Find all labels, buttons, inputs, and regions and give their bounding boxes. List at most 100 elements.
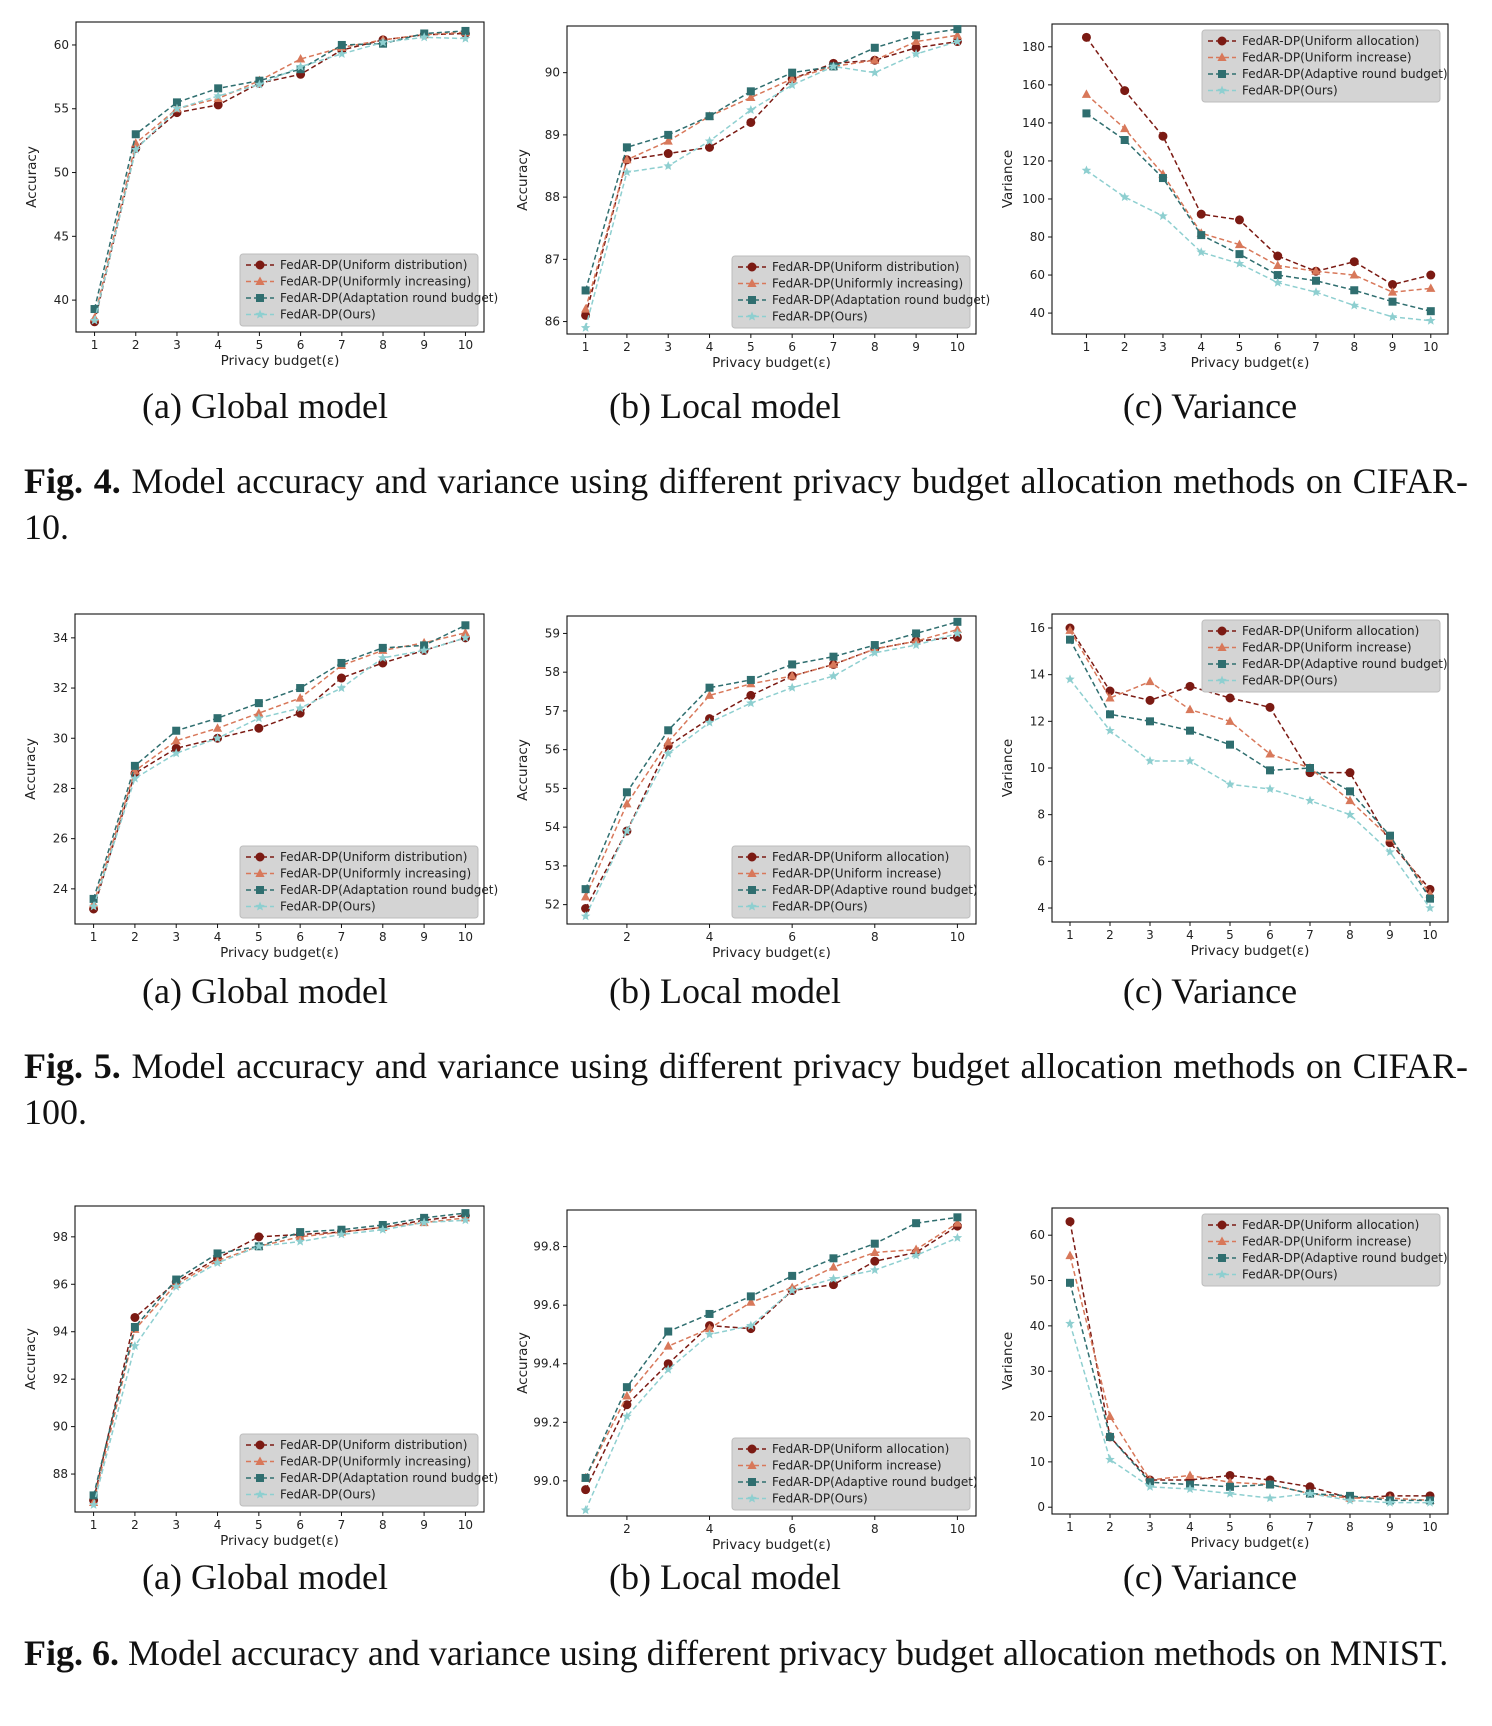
- x-tick-label: 1: [1066, 1520, 1074, 1534]
- x-tick-label: 7: [1306, 928, 1314, 942]
- legend-label: FedAR-DP(Uniform allocation): [772, 1442, 949, 1456]
- data-point: [1158, 211, 1168, 221]
- data-point: [130, 1340, 140, 1350]
- x-axis-label: Privacy budget(ε): [1191, 943, 1310, 959]
- x-tick-label: 4: [706, 1522, 714, 1536]
- data-point: [704, 136, 715, 146]
- data-point: [130, 761, 139, 770]
- data-point: [870, 647, 880, 657]
- series-adaptive: [581, 617, 962, 894]
- series-line: [584, 636, 958, 909]
- y-tick-label: 0: [1037, 1500, 1045, 1514]
- series-adaptive: [89, 621, 470, 903]
- series-ours: [1065, 1318, 1435, 1507]
- data-point: [1234, 258, 1245, 268]
- data-point: [870, 641, 879, 650]
- y-axis-label: Accuracy: [23, 738, 39, 800]
- y-tick-label: 40: [54, 293, 69, 307]
- x-tick-label: 9: [420, 338, 428, 352]
- legend-marker: [1217, 1269, 1227, 1279]
- data-point: [746, 675, 755, 684]
- data-point: [1235, 250, 1244, 259]
- chart-panel-fig4-a: 1 2 3 4 5 6 7 8 9 10 40 45 50 55 60 Privacy budget(ε) Ac…: [0, 0, 500, 380]
- subcaption-fig5-c: (c) Variance: [1122, 971, 1298, 1011]
- figure-caption-text: Model accuracy and variance using differ…: [24, 461, 1468, 547]
- data-point: [254, 79, 265, 89]
- x-tick-label: 1: [1066, 928, 1074, 942]
- data-point: [746, 1320, 756, 1330]
- data-point: [460, 627, 471, 637]
- x-tick-label: 8: [1346, 1520, 1354, 1534]
- figure-caption-fig4: Fig. 4. Model accuracy and variance usin…: [24, 458, 1468, 550]
- data-point: [1065, 1318, 1075, 1328]
- y-tick-label: 40: [1030, 1319, 1045, 1333]
- data-point: [911, 640, 921, 650]
- chart-panel-fig5-b: 2 4 6 8 10 52 53 54 55 56 57 58 59 Privacy budget(ε) A…: [478, 585, 978, 965]
- data-point: [580, 911, 591, 921]
- chart-variance-mnist: 1 2 3 4 5 6 7 8 9 10 0 10 20 30 40 50 60 Privacy budget(ε…: [1000, 1207, 1449, 1551]
- data-point: [911, 1250, 921, 1260]
- data-point: [911, 36, 921, 46]
- series-line: [584, 1225, 958, 1490]
- data-point: [580, 891, 591, 901]
- chart-local-model-cifar100: 2 4 6 8 10 52 53 54 55 56 57 58 59 Privacy budget(ε) A…: [515, 615, 978, 961]
- series-line: [92, 1212, 466, 1496]
- data-point: [911, 1244, 921, 1254]
- y-tick-label: 88: [53, 1467, 68, 1481]
- data-point: [1196, 209, 1206, 219]
- y-tick-label: 10: [1030, 761, 1045, 775]
- x-tick-label: 1: [582, 340, 590, 354]
- x-axis-label: Privacy budget(ε): [220, 1533, 339, 1549]
- y-axis-label: Variance: [1000, 1332, 1016, 1390]
- data-point: [1349, 300, 1360, 310]
- y-tick-label: 60: [1030, 1228, 1045, 1242]
- data-point: [1425, 903, 1435, 913]
- data-point: [622, 826, 632, 836]
- x-tick-label: 4: [1186, 1520, 1194, 1534]
- x-tick-label: 7: [1306, 1520, 1314, 1534]
- y-axis-label: Accuracy: [515, 149, 531, 211]
- legend-marker: [747, 1493, 757, 1503]
- plot-frame: [566, 1209, 977, 1517]
- legend-marker: [256, 294, 264, 302]
- x-tick-label: 2: [1121, 340, 1129, 354]
- y-tick-label: 99.4: [533, 1357, 560, 1371]
- x-tick-label: 2: [132, 338, 140, 352]
- data-point: [663, 149, 673, 159]
- data-point: [337, 48, 347, 58]
- data-point: [746, 117, 756, 127]
- legend-box: [1201, 29, 1441, 103]
- figure-label: Fig. 6.: [24, 1633, 119, 1673]
- data-point: [788, 68, 797, 77]
- plot-frame: [1051, 1207, 1449, 1515]
- data-point: [664, 1327, 673, 1336]
- data-point: [952, 36, 963, 46]
- legend-marker: [748, 1478, 756, 1486]
- y-tick-label: 99.8: [533, 1240, 560, 1254]
- data-point: [1265, 784, 1275, 794]
- data-point: [171, 1281, 181, 1291]
- legend-label: FedAR-DP(Adaptation round budget): [772, 293, 990, 307]
- x-tick-label: 3: [1159, 340, 1167, 354]
- x-tick-label: 7: [338, 1518, 346, 1532]
- y-tick-label: 98: [53, 1230, 68, 1244]
- x-tick-label: 2: [623, 1522, 631, 1536]
- series-line: [93, 30, 466, 310]
- data-point: [172, 1275, 181, 1284]
- subcaption-fig4-b: (b) Local model: [609, 386, 841, 426]
- data-point: [870, 1265, 880, 1275]
- data-point: [1145, 756, 1155, 766]
- series-line: [584, 1222, 958, 1479]
- legend-marker: [255, 1489, 265, 1499]
- data-point: [1387, 311, 1398, 321]
- series-adaptive: [581, 25, 962, 295]
- data-point: [213, 714, 222, 723]
- data-point: [419, 1217, 429, 1227]
- legend-label: FedAR-DP(Uniform allocation): [1242, 34, 1419, 48]
- data-point: [581, 286, 590, 295]
- legend-marker: [747, 278, 757, 287]
- legend: FedAR-DP(Uniform allocation) FedAR-DP(Uni…: [731, 845, 978, 919]
- data-point: [1158, 174, 1167, 183]
